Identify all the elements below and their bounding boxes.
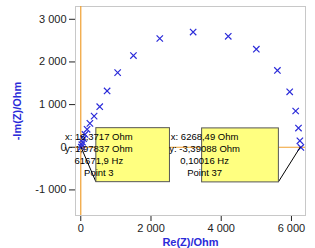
svg-text:0,10016 Hz: 0,10016 Hz	[180, 155, 229, 166]
svg-text:6 000: 6 000	[278, 222, 306, 234]
svg-text:Point 3: Point 3	[84, 167, 114, 178]
svg-text:0: 0	[78, 222, 84, 234]
svg-text:-1 000: -1 000	[35, 183, 66, 195]
svg-text:0: 0	[60, 140, 67, 153]
svg-text:Point 37: Point 37	[187, 167, 222, 178]
svg-text:x: 6268,49 Ohm: x: 6268,49 Ohm	[171, 131, 239, 142]
svg-text:1 000: 1 000	[39, 98, 67, 110]
svg-text:2 000: 2 000	[39, 55, 67, 67]
svg-text:y: 1,97837 Ohm: y: 1,97837 Ohm	[65, 143, 133, 154]
svg-text:y: -3,39088 Ohm: y: -3,39088 Ohm	[169, 143, 240, 154]
svg-text:61671,9 Hz: 61671,9 Hz	[75, 155, 124, 166]
svg-text:-Im(Z)/Ohm: -Im(Z)/Ohm	[11, 81, 23, 140]
svg-text:2 000: 2 000	[137, 222, 165, 234]
svg-text:Re(Z)/Ohm: Re(Z)/Ohm	[162, 236, 218, 248]
svg-text:3 000: 3 000	[39, 13, 67, 25]
svg-text:x: 16,3717 Ohm: x: 16,3717 Ohm	[65, 131, 133, 142]
svg-text:4 000: 4 000	[207, 222, 235, 234]
